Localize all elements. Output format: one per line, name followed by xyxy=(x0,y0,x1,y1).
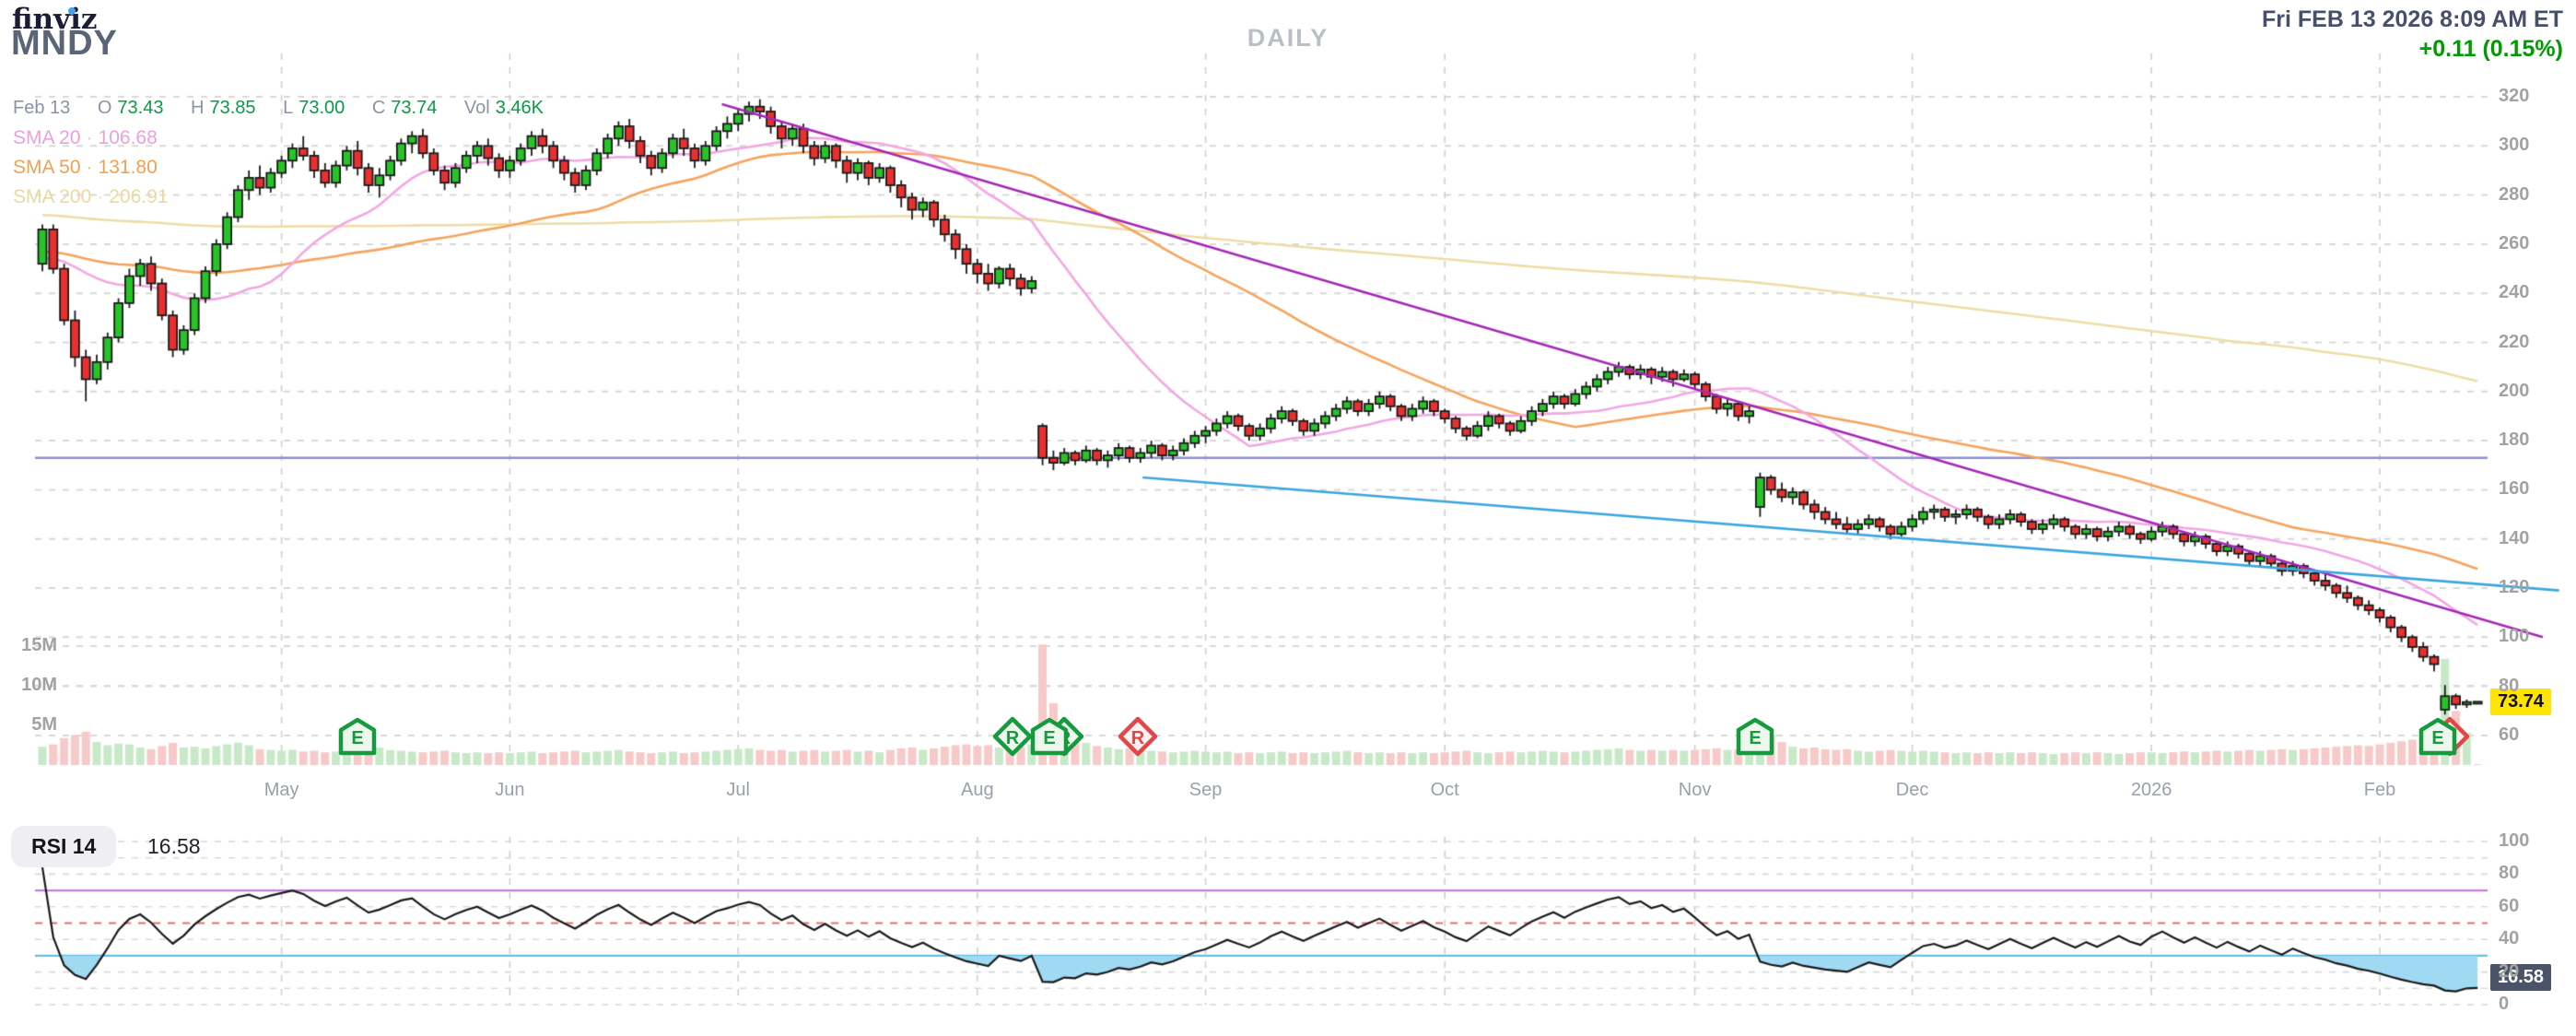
price-axis-tick: 60 xyxy=(2499,724,2520,745)
month-label-2026: 2026 xyxy=(2130,780,2172,800)
price-axis-tick: 200 xyxy=(2499,380,2530,401)
sma20-legend[interactable]: SMA 20 · 106.68 xyxy=(13,127,158,149)
volume-label: Vol xyxy=(463,98,490,118)
finviz-logo[interactable]: finviz xyxy=(12,3,98,36)
svg-text:E: E xyxy=(352,728,364,748)
sma200-label: SMA 200 xyxy=(13,186,92,207)
price-axis-tick: 160 xyxy=(2499,478,2530,500)
price-axis-tick: 260 xyxy=(2499,232,2530,253)
sma50-value: 131.80 xyxy=(98,157,158,178)
last-price-tag: 73.74 xyxy=(2490,689,2552,715)
sma20-sep: · xyxy=(86,127,93,148)
volume-axis-tick: 10M xyxy=(21,675,57,695)
open-label: O xyxy=(97,98,112,118)
sma50-sep: · xyxy=(86,157,93,178)
volume-axis-tick: 15M xyxy=(21,635,57,655)
price-axis-tick: 240 xyxy=(2499,282,2530,303)
price-axis-tick: 100 xyxy=(2499,626,2530,647)
svg-text:E: E xyxy=(2431,728,2443,748)
month-label-Feb: Feb xyxy=(2363,780,2396,800)
rsi-indicator-label[interactable]: RSI 14 xyxy=(11,826,117,867)
price-axis-tick: 280 xyxy=(2499,183,2530,205)
month-label-Nov: Nov xyxy=(1678,780,1712,800)
month-label-Oct: Oct xyxy=(1430,780,1459,800)
month-label-May: May xyxy=(263,780,299,800)
month-label-Dec: Dec xyxy=(1895,780,1929,800)
high-label: H xyxy=(191,98,205,118)
rsi-axis-tick: 60 xyxy=(2499,895,2520,916)
volume-axis-tick: 5M xyxy=(31,714,57,735)
svg-text:R: R xyxy=(1131,728,1145,748)
sma200-sep: · xyxy=(97,186,104,207)
ohlc-readout: Feb 13 O 73.43 H 73.85 L 73.00 C 73.74 Vol 3.… xyxy=(13,98,549,119)
rsi-axis-tick: 20 xyxy=(2499,960,2520,982)
earnings-marker[interactable]: E xyxy=(337,716,378,757)
price-axis-tick: 80 xyxy=(2499,675,2520,696)
close-label: C xyxy=(371,98,386,118)
earnings-marker[interactable]: E xyxy=(2418,716,2458,757)
sma50-label: SMA 50 xyxy=(13,157,81,178)
volume-value: 3.46K xyxy=(495,98,544,118)
rsi-value-tag: 16.58 xyxy=(2490,964,2552,991)
rating-marker[interactable]: R xyxy=(1118,716,1158,757)
price-change: +0.11 (0.15%) xyxy=(2418,36,2563,62)
finviz-logo-dot-icon xyxy=(68,7,76,15)
svg-text:E: E xyxy=(1043,728,1055,748)
sma20-value: 106.68 xyxy=(98,127,158,148)
open-value: 73.43 xyxy=(117,98,164,118)
rsi-current-value: 16.58 xyxy=(147,834,201,858)
close-value: 73.74 xyxy=(391,98,438,118)
svg-text:E: E xyxy=(1749,728,1761,748)
sma200-value: 206.91 xyxy=(109,186,169,207)
month-label-Aug: Aug xyxy=(961,780,994,800)
rsi-axis-tick: 40 xyxy=(2499,928,2520,949)
month-label-Sep: Sep xyxy=(1188,780,1223,800)
low-value: 73.00 xyxy=(299,98,345,118)
month-label-Jun: Jun xyxy=(495,780,525,800)
high-value: 73.85 xyxy=(209,98,256,118)
sma50-legend[interactable]: SMA 50 · 131.80 xyxy=(13,157,158,179)
sma20-label: SMA 20 xyxy=(13,127,81,148)
price-axis-tick: 140 xyxy=(2499,527,2530,548)
price-axis-tick: 220 xyxy=(2499,331,2530,352)
price-axis-tick: 120 xyxy=(2499,577,2530,597)
ticker-symbol: MNDY xyxy=(11,24,118,63)
earnings-marker[interactable]: E xyxy=(1029,716,1070,757)
svg-text:R: R xyxy=(1005,728,1019,748)
sma200-legend[interactable]: SMA 200 · 206.91 xyxy=(13,186,168,208)
earnings-marker[interactable]: E xyxy=(1735,716,1775,757)
price-axis-tick: 320 xyxy=(2499,86,2530,106)
price-axis-tick: 180 xyxy=(2499,430,2530,451)
rsi-axis-tick: 0 xyxy=(2499,994,2510,1014)
ohlc-date: Feb 13 xyxy=(13,98,71,118)
rsi-axis-tick: 100 xyxy=(2499,830,2530,851)
quote-datetime: Fri FEB 13 2026 8:09 AM ET xyxy=(2262,6,2563,32)
rating-marker[interactable]: R xyxy=(992,716,1033,757)
low-label: L xyxy=(283,98,294,118)
timeframe-label: DAILY xyxy=(1247,24,1329,52)
rsi-axis-tick: 80 xyxy=(2499,863,2520,884)
month-label-Jul: Jul xyxy=(726,780,750,800)
price-axis-tick: 300 xyxy=(2499,135,2530,156)
